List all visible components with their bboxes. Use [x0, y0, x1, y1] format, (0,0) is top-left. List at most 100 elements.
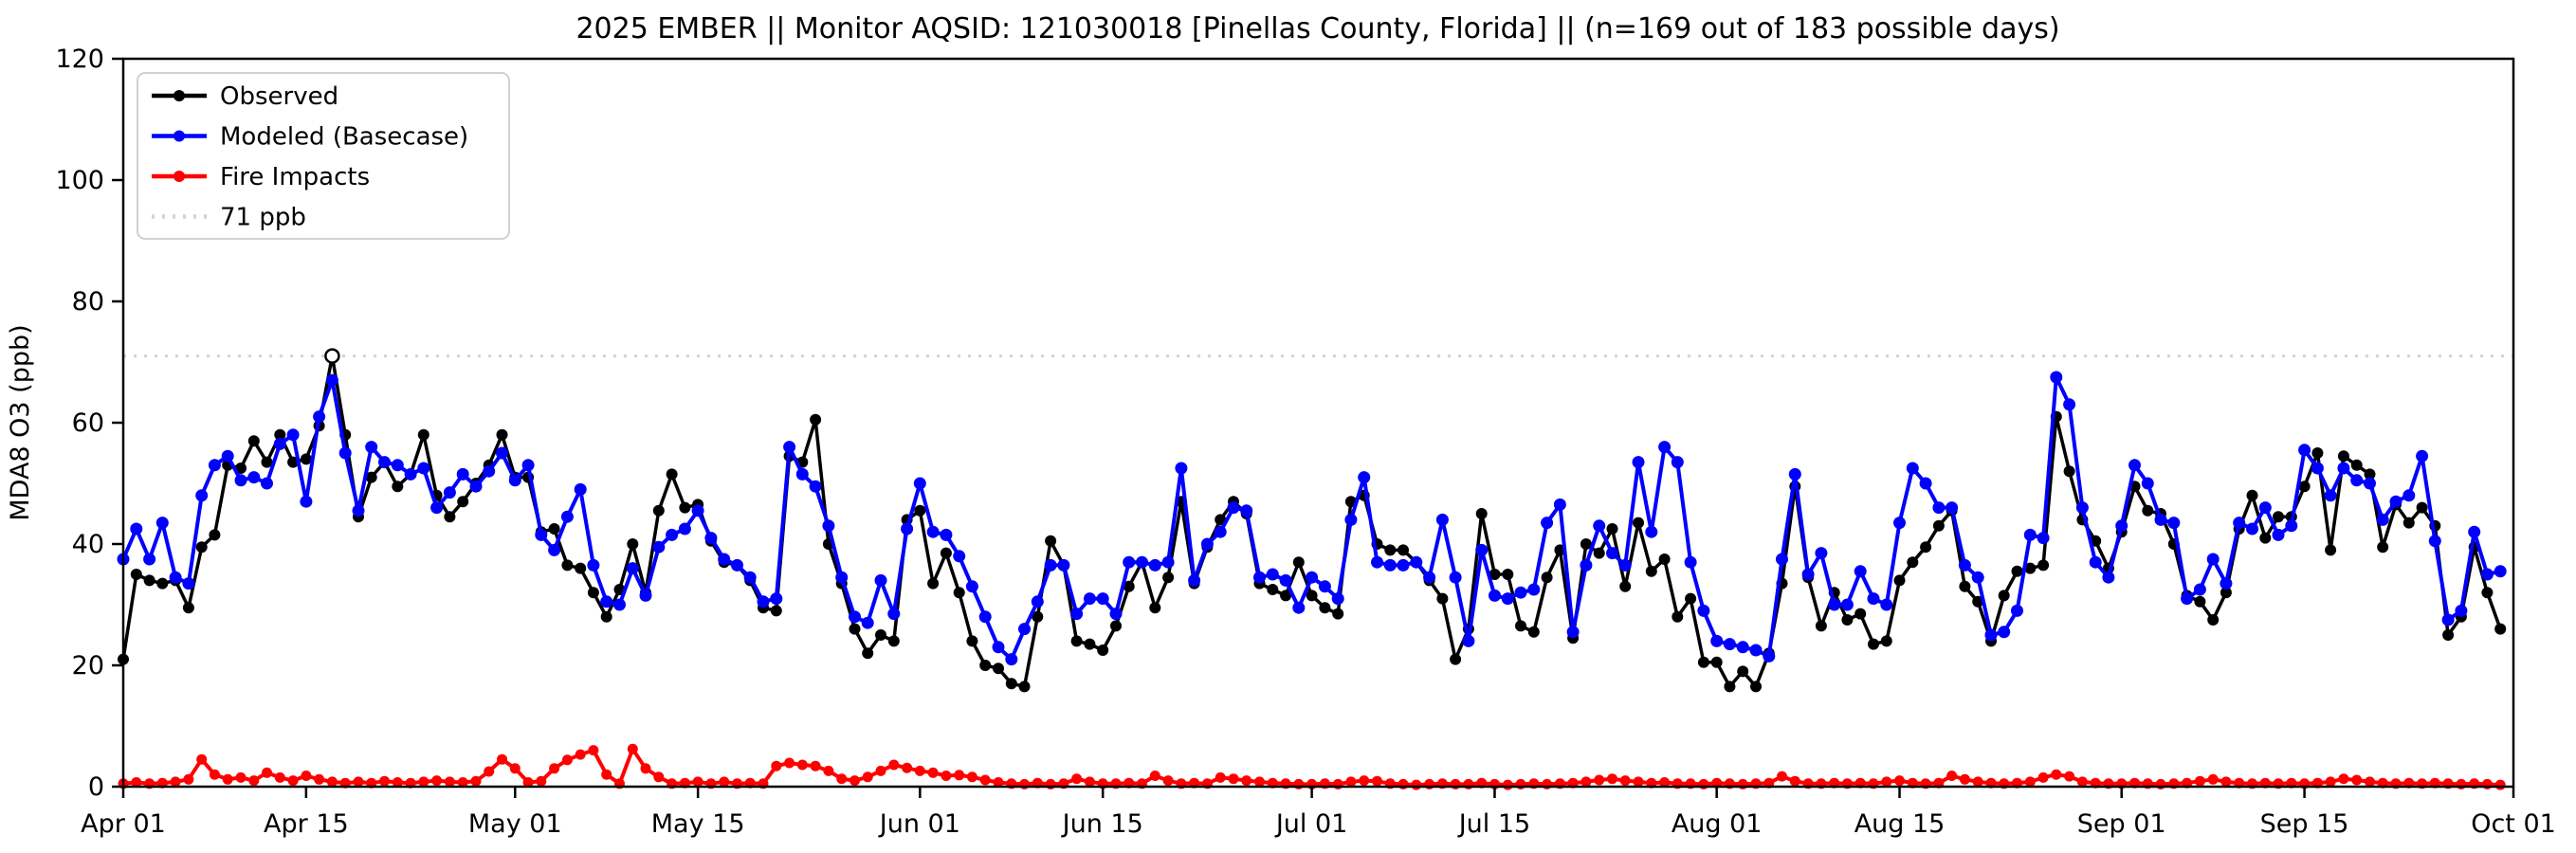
data-point — [1959, 773, 1970, 785]
data-point — [535, 528, 548, 541]
data-point — [456, 467, 469, 481]
data-point — [1880, 598, 1893, 611]
data-point — [183, 773, 194, 785]
data-point — [902, 762, 913, 773]
data-point — [1332, 608, 1344, 620]
data-point — [521, 459, 535, 472]
data-point — [313, 410, 326, 424]
data-point — [1475, 543, 1489, 556]
data-point — [2389, 495, 2402, 508]
series-observed — [118, 348, 2507, 693]
x-tick-label: Jun 01 — [878, 809, 960, 839]
y-tick-label: 80 — [72, 287, 104, 317]
data-point — [143, 553, 156, 566]
data-point — [666, 528, 679, 541]
data-point — [679, 501, 691, 514]
data-point — [600, 610, 612, 623]
data-point — [549, 763, 560, 774]
data-point — [771, 760, 782, 771]
data-point — [1292, 601, 1306, 614]
data-point — [1671, 456, 1684, 469]
data-point — [2285, 519, 2298, 533]
data-point — [2181, 592, 2194, 606]
data-point — [301, 771, 312, 781]
data-point — [2350, 459, 2363, 471]
data-point — [300, 495, 313, 508]
data-point — [2154, 513, 2167, 526]
data-point — [784, 757, 795, 769]
data-point — [1749, 644, 1763, 657]
data-point — [966, 635, 978, 647]
x-tick-label: Oct 01 — [2471, 809, 2556, 839]
data-point — [887, 635, 900, 647]
data-point — [914, 765, 925, 776]
y-tick-label: 40 — [72, 530, 104, 559]
data-point — [1149, 602, 1161, 614]
data-point — [1227, 501, 1240, 515]
x-tick-label: Apr 01 — [81, 809, 166, 839]
data-point — [1894, 775, 1905, 787]
x-tick-label: Jul 01 — [1274, 809, 1348, 839]
data-point — [1580, 776, 1592, 788]
data-point — [418, 776, 429, 788]
legend-marker — [174, 90, 185, 101]
data-point — [2233, 517, 2246, 530]
data-point — [548, 543, 561, 556]
data-point — [2089, 555, 2102, 569]
data-point — [1606, 547, 1618, 560]
exceedance-marker — [324, 348, 340, 364]
data-point — [444, 776, 455, 788]
data-point — [2494, 779, 2506, 790]
data-point — [496, 446, 508, 460]
data-point — [836, 773, 848, 785]
data-point — [992, 641, 1005, 654]
data-point — [874, 573, 887, 587]
data-point — [155, 517, 169, 530]
data-point — [483, 464, 496, 478]
data-point — [941, 771, 952, 781]
data-point — [1123, 580, 1135, 592]
data-point — [2273, 511, 2284, 523]
data-point — [639, 589, 652, 602]
data-point — [2220, 776, 2232, 788]
data-point — [1096, 592, 1109, 606]
x-tick-label: Apr 15 — [264, 809, 349, 839]
data-point — [940, 528, 953, 541]
data-point — [678, 522, 691, 535]
data-point — [1097, 644, 1109, 656]
data-point — [795, 467, 809, 481]
data-point — [627, 743, 638, 754]
data-point — [1200, 537, 1214, 551]
data-point — [1972, 776, 1983, 788]
data-point — [1959, 580, 1971, 592]
data-point — [850, 775, 860, 787]
data-point — [1410, 555, 1423, 569]
data-point — [1593, 519, 1606, 533]
data-point — [2024, 562, 2037, 574]
data-point — [719, 776, 730, 788]
data-point — [875, 629, 886, 641]
data-point — [196, 753, 208, 765]
data-point — [2206, 553, 2220, 566]
series-fire-impacts — [118, 743, 2506, 790]
data-point — [993, 777, 1004, 788]
data-point — [2364, 477, 2376, 490]
data-point — [913, 477, 926, 490]
data-point — [508, 474, 521, 487]
data-point — [1215, 514, 1227, 526]
data-point — [484, 766, 495, 777]
data-point — [169, 571, 182, 584]
data-point — [195, 541, 208, 554]
data-point — [2194, 595, 2206, 608]
data-point — [640, 763, 651, 774]
data-point — [1946, 501, 1959, 515]
data-point — [248, 775, 260, 787]
data-point — [887, 608, 901, 621]
data-point — [2428, 535, 2441, 548]
data-point — [1514, 586, 1527, 599]
data-point — [2441, 613, 2455, 626]
data-point — [862, 647, 874, 660]
data-point — [1423, 571, 1436, 584]
data-point — [2128, 459, 2141, 472]
y-tick-label: 60 — [72, 408, 104, 438]
